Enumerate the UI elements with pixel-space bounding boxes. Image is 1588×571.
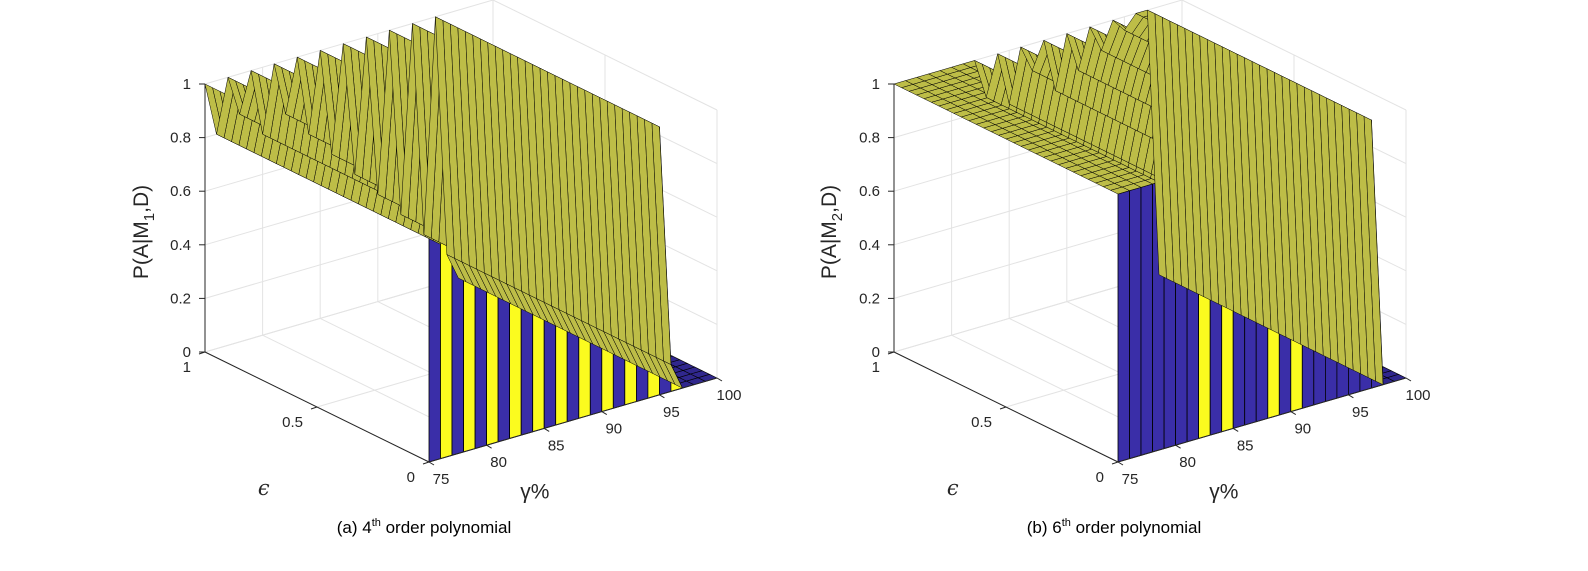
x-tick — [716, 377, 723, 382]
y-tick-label: 1 — [183, 359, 191, 376]
surface — [893, 9, 1407, 463]
x-tick-label: 80 — [490, 454, 507, 471]
x-tick-label: 85 — [1237, 437, 1254, 454]
y-tick — [999, 406, 1007, 410]
z-tick-label: 0 — [183, 344, 191, 361]
y-tick-label: 0 — [1096, 469, 1104, 486]
x-tick-label: 75 — [433, 471, 450, 488]
x-tick-label: 100 — [1405, 387, 1430, 404]
x-tick-label: 95 — [663, 404, 680, 421]
z-tick-label: 0.2 — [859, 290, 880, 307]
subplot-a: 758085909510000.5100.20.40.60.81γ%ϵP(A|M… — [130, 0, 742, 537]
surface-wall — [1129, 186, 1142, 460]
subplot-b: 758085909510000.5100.20.40.60.81γ%ϵP(A|M… — [818, 0, 1431, 537]
x-tick-label: 90 — [605, 421, 622, 438]
x-tick-label: 90 — [1294, 421, 1311, 438]
x-axis-line — [1117, 377, 1407, 463]
x-tick — [543, 427, 550, 432]
y-axis-label: ϵ — [947, 476, 959, 500]
z-tick-label: 0.6 — [859, 183, 880, 200]
surface-wall — [1140, 183, 1153, 456]
surface-patch — [446, 254, 467, 283]
z-tick-label: 0.4 — [170, 237, 191, 254]
y-axis-label: ϵ — [258, 476, 270, 500]
z-axis-label: P(A|M1,D) — [130, 185, 158, 279]
z-tick-label: 0.8 — [859, 130, 880, 147]
x-axis-label: γ% — [520, 481, 549, 504]
y-tick-label: 1 — [872, 359, 880, 376]
x-tick — [1405, 377, 1412, 382]
x-axis-label: γ% — [1209, 481, 1238, 504]
x-tick — [1175, 444, 1181, 449]
y-tick — [1111, 461, 1119, 465]
x-tick — [601, 411, 608, 416]
z-tick-label: 0.4 — [859, 237, 880, 254]
z-axis-label: P(A|M2,D) — [818, 185, 846, 279]
x-tick — [1290, 411, 1297, 416]
z-tick-label: 0.8 — [170, 130, 191, 147]
x-tick — [428, 461, 435, 466]
x-tick — [1348, 394, 1354, 399]
x-tick — [486, 444, 492, 449]
surface-wall — [1117, 190, 1130, 463]
subplot-caption: (a) 4th order polynomial — [337, 517, 512, 537]
grid-line — [204, 0, 494, 85]
x-tick — [1232, 427, 1239, 432]
subplot-caption: (b) 6th order polynomial — [1027, 517, 1202, 537]
x-tick-label: 75 — [1122, 471, 1139, 488]
y-tick-label: 0 — [407, 469, 415, 486]
surface — [204, 16, 718, 463]
y-tick-label: 0.5 — [282, 414, 303, 431]
z-tick-label: 0.6 — [170, 183, 191, 200]
x-tick-label: 80 — [1179, 454, 1196, 471]
x-tick — [1117, 461, 1124, 466]
y-tick — [310, 406, 318, 410]
z-tick-label: 0.2 — [170, 290, 191, 307]
x-tick — [659, 394, 665, 399]
x-axis-line — [428, 377, 718, 463]
x-tick-label: 85 — [548, 437, 565, 454]
z-tick-label: 1 — [183, 76, 191, 93]
x-tick-label: 95 — [1352, 404, 1369, 421]
surface-patch — [1147, 9, 1167, 279]
z-tick-label: 1 — [872, 76, 880, 93]
y-tick — [422, 461, 430, 465]
x-tick-label: 100 — [716, 387, 741, 404]
z-tick-label: 0 — [872, 344, 880, 361]
y-tick-label: 0.5 — [971, 414, 992, 431]
